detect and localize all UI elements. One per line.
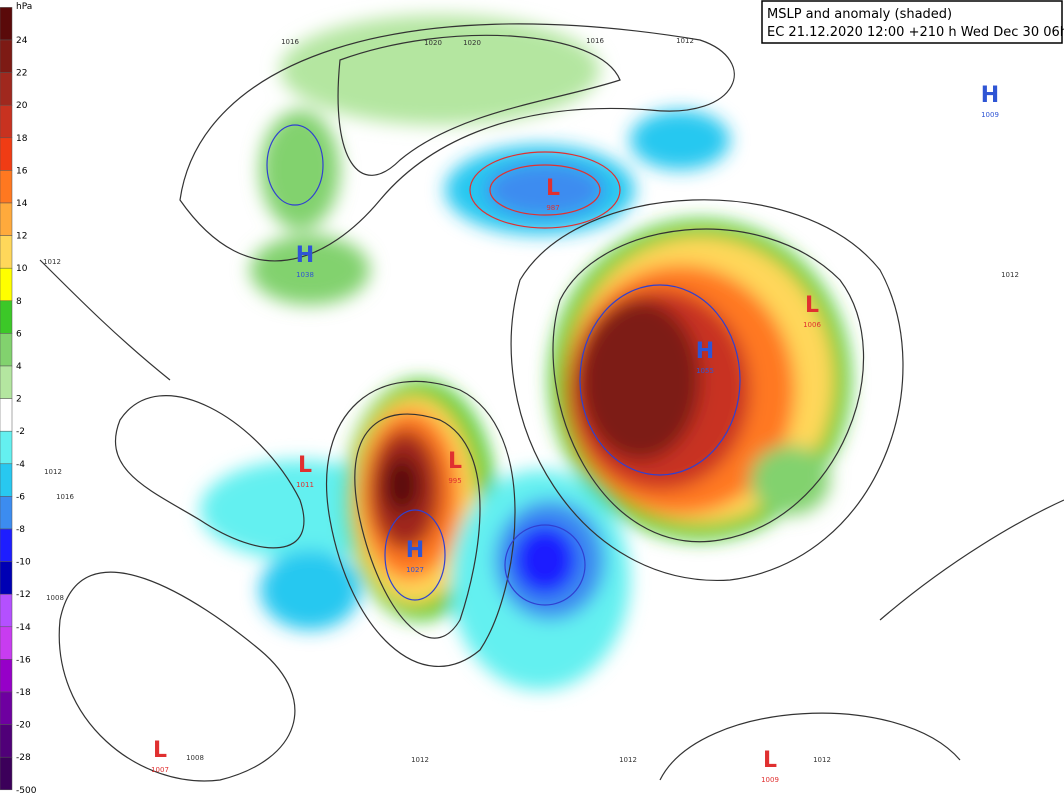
colorbar-swatch: [0, 137, 13, 171]
isobar-label: 1012: [411, 756, 429, 764]
colorbar-label: -8: [16, 525, 25, 535]
pressure-center-letter: L: [153, 738, 167, 763]
pressure-center-value: 1007: [151, 766, 169, 774]
isobar-label: 1016: [586, 37, 604, 45]
colorbar-swatch: [0, 170, 13, 204]
colorbar-label: -16: [16, 655, 31, 665]
colorbar-swatch: [0, 235, 13, 269]
colorbar-swatch: [0, 300, 13, 334]
colorbar-swatch: [0, 7, 13, 41]
colorbar-swatch: [0, 691, 13, 725]
colorbar-swatch: [0, 659, 13, 693]
colorbar-label: -18: [16, 688, 31, 698]
subtitle: EC 21.12.2020 12:00 +210 h Wed Dec 30 06…: [767, 25, 1064, 40]
colorbar-label: 6: [16, 329, 22, 339]
colorbar-swatch: [0, 724, 13, 758]
labels: H 1009 L 987 H 1038 L 1006 H 1055 L 1011 L 995 H 1027 L 1…: [43, 37, 1019, 784]
isobar-label: 1020: [463, 39, 481, 47]
pressure-center-letter: L: [448, 449, 462, 474]
pressure-center-letter: H: [981, 83, 999, 108]
pressure-center-letter: L: [546, 176, 560, 201]
colorbar-label: -500: [16, 786, 37, 796]
colorbar-swatch: [0, 561, 13, 595]
colorbar-swatch: [0, 333, 13, 367]
colorbar-swatch: [0, 626, 13, 660]
isobars: [39, 23, 1064, 782]
pressure-center-value: 1009: [981, 111, 999, 119]
colorbar-label: -14: [16, 623, 31, 633]
colorbar-label: -12: [16, 590, 31, 600]
colorbar-label: 2: [16, 395, 22, 405]
colorbar-swatch: [0, 398, 13, 432]
pressure-center-value: 1038: [296, 271, 314, 279]
colorbar-swatch: [0, 202, 13, 236]
isobar-label: 1012: [813, 756, 831, 764]
colorbar-swatch: [0, 593, 13, 628]
pressure-center-letter: H: [406, 538, 424, 563]
colorbar-swatch: [0, 528, 13, 562]
isobar-label: 1008: [186, 754, 204, 762]
colorbar-label: 24: [16, 36, 28, 46]
isobar-label: 1008: [46, 594, 64, 602]
colorbar-label: 20: [16, 101, 28, 111]
pressure-center-value: 1011: [296, 481, 314, 489]
pressure-center-letter: H: [696, 339, 714, 364]
colorbar-label: -28: [16, 753, 31, 763]
anomaly-shading: [200, 15, 850, 690]
colorbar-label: -10: [16, 558, 31, 568]
colorbar-label: -2: [16, 427, 25, 437]
pressure-center-letter: L: [805, 293, 819, 318]
colorbar-swatch: [0, 430, 13, 465]
colorbar-label: -4: [16, 460, 25, 470]
pressure-center-letter: L: [763, 748, 777, 773]
colorbar-swatch: [0, 365, 13, 399]
pressure-center-value: 1009: [761, 776, 779, 784]
colorbar-swatch: [0, 496, 13, 530]
colorbar-label: 18: [16, 134, 28, 144]
isobar-label: 1012: [43, 258, 61, 266]
colorbar-swatch: [0, 39, 13, 73]
colorbar-swatch: [0, 72, 13, 106]
colorbar: hPa 24 22 20 18 16 14 12 10 8 6 4 2 -2 -4 -6 -8 -10 -12 -14…: [0, 0, 37, 800]
isobar-label: 1012: [44, 468, 62, 476]
colorbar-swatch: [0, 756, 13, 791]
colorbar-swatch: [0, 463, 13, 497]
isobar-label: 1012: [1001, 271, 1019, 279]
colorbar-label: 12: [16, 232, 27, 242]
pressure-center-letter: L: [298, 453, 312, 478]
isobar-label: 1016: [56, 493, 74, 501]
colorbar-label: 22: [16, 69, 27, 79]
pressure-center-value: 995: [448, 477, 461, 485]
colorbar-label: 4: [16, 362, 22, 372]
colorbar-label: 10: [16, 264, 28, 274]
colorbar-label: -20: [16, 721, 31, 731]
colorbar-label: 14: [16, 199, 28, 209]
isobar-label: 1016: [281, 38, 299, 46]
anomaly-contours-positive: [469, 151, 621, 229]
colorbar-swatch: [0, 267, 13, 302]
title-box: [761, 0, 1063, 44]
pressure-center-letter: H: [296, 243, 314, 268]
isobar-label: 1012: [676, 37, 694, 45]
isobar-label: 1012: [619, 756, 637, 764]
pressure-center-value: 1027: [406, 566, 424, 574]
isobar-label: 1020: [424, 39, 442, 47]
pressure-center-value: 987: [546, 204, 559, 212]
title: MSLP and anomaly (shaded): [767, 7, 952, 22]
pressure-center-value: 1055: [696, 367, 714, 375]
colorbar-label: -6: [16, 492, 25, 502]
anomaly-contours: [266, 124, 741, 606]
pressure-center-value: 1006: [803, 321, 821, 329]
colorbar-unit: hPa: [16, 2, 32, 12]
colorbar-label: 8: [16, 297, 22, 307]
colorbar-label: 16: [16, 166, 28, 176]
colorbar-swatch: [0, 104, 13, 139]
